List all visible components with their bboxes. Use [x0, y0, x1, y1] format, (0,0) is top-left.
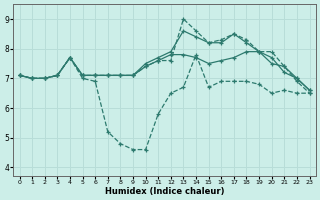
X-axis label: Humidex (Indice chaleur): Humidex (Indice chaleur) — [105, 187, 224, 196]
